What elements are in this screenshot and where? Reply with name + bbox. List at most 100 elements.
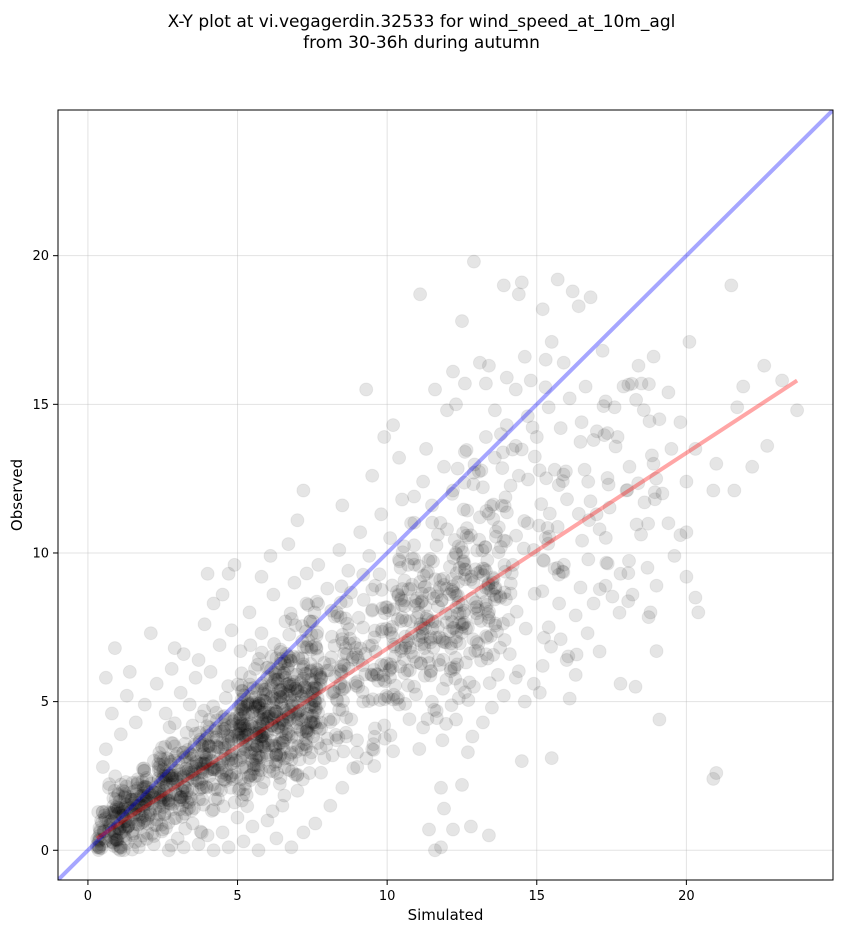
scatter-point xyxy=(210,763,225,778)
scatter-point xyxy=(311,597,326,611)
scatter-point xyxy=(113,840,128,855)
scatter-point xyxy=(642,414,657,429)
scatter-point xyxy=(487,587,501,602)
scatter-point xyxy=(466,465,481,480)
scatter-point xyxy=(569,647,584,662)
scatter-point xyxy=(233,718,248,733)
scatter-point xyxy=(190,773,205,787)
scatter-point xyxy=(335,682,350,697)
scatter-point xyxy=(502,647,517,662)
scatter-point xyxy=(164,757,178,772)
scatter-point xyxy=(205,754,220,769)
scatter-point xyxy=(251,758,266,773)
scatter-point xyxy=(214,724,229,739)
scatter-point xyxy=(143,626,158,641)
scatter-point xyxy=(280,677,294,692)
scatter-point xyxy=(92,825,107,840)
scatter-point xyxy=(460,521,474,536)
scatter-point xyxy=(251,698,265,713)
scatter-point xyxy=(137,813,152,828)
scatter-point xyxy=(167,777,181,792)
scatter-point xyxy=(555,564,570,579)
y-tick-label: 5 xyxy=(41,695,49,710)
scatter-point xyxy=(461,530,476,545)
scatter-point xyxy=(131,816,146,831)
scatter-point xyxy=(279,727,294,742)
scatter-point xyxy=(471,636,486,651)
scatter-point xyxy=(335,498,350,513)
scatter-point xyxy=(306,685,321,700)
scatter-point xyxy=(324,650,339,665)
scatter-point xyxy=(232,719,247,734)
scatter-point xyxy=(253,711,268,726)
scatter-point xyxy=(304,672,319,687)
scatter-point xyxy=(396,652,411,667)
scatter-point xyxy=(595,343,610,358)
scatter-point xyxy=(661,385,676,400)
scatter-point xyxy=(152,784,167,799)
scatter-point xyxy=(276,716,291,731)
scatter-point xyxy=(517,694,532,709)
scatter-point xyxy=(374,582,389,597)
scatter-point xyxy=(98,670,113,685)
scatter-point xyxy=(156,762,171,777)
scatter-point xyxy=(209,738,224,753)
scatter-point xyxy=(307,679,322,694)
scatter-point xyxy=(440,403,454,418)
scatter-point xyxy=(730,400,745,415)
scatter-point xyxy=(161,793,176,808)
scatter-point xyxy=(411,633,426,648)
scatter-point xyxy=(239,760,254,775)
scatter-point xyxy=(269,705,284,719)
scatter-point xyxy=(578,379,593,394)
scatter-point xyxy=(457,376,472,391)
scatter-point xyxy=(212,757,227,772)
scatter-point xyxy=(516,541,531,556)
scatter-point xyxy=(258,687,273,702)
scatter-point xyxy=(234,683,249,698)
scatter-point xyxy=(457,556,472,571)
scatter-point xyxy=(285,764,299,779)
scatter-point xyxy=(269,748,284,763)
scatter-point xyxy=(299,566,314,581)
scatter-point xyxy=(397,573,412,588)
scatter-point xyxy=(456,502,471,517)
scatter-point xyxy=(451,691,466,706)
scatter-point xyxy=(147,790,162,805)
scatter-point xyxy=(621,594,636,609)
scatter-point xyxy=(571,299,586,314)
scatter-point xyxy=(311,705,325,720)
scatter-point xyxy=(104,822,119,837)
scatter-point xyxy=(409,687,423,702)
scatter-point xyxy=(437,577,451,592)
scatter-point xyxy=(224,757,239,772)
scatter-point xyxy=(263,670,278,685)
scatter-point xyxy=(320,731,335,746)
scatter-point xyxy=(381,690,396,705)
scatter-point xyxy=(383,728,398,743)
scatter-point xyxy=(379,688,394,703)
scatter-point xyxy=(102,821,117,836)
scatter-point xyxy=(94,837,109,852)
grid-lines xyxy=(58,110,833,880)
scatter-point xyxy=(478,540,493,555)
scatter-point xyxy=(115,808,130,823)
scatter-point xyxy=(339,710,354,725)
scatter-point xyxy=(313,677,328,692)
scatter-point xyxy=(330,608,345,623)
scatter-point xyxy=(536,553,551,567)
scatter-point xyxy=(306,729,321,744)
scatter-point xyxy=(499,418,514,433)
scatter-point xyxy=(511,664,526,679)
scatter-point xyxy=(199,750,214,765)
scatter-point xyxy=(270,672,285,687)
scatter-point xyxy=(209,705,224,720)
scatter-point xyxy=(131,798,146,813)
scatter-point xyxy=(373,693,387,707)
scatter-point xyxy=(307,693,322,708)
scatter-point xyxy=(336,657,351,672)
scatter-point xyxy=(162,766,176,781)
scatter-point xyxy=(194,747,209,762)
scatter-point xyxy=(589,507,604,522)
scatter-point xyxy=(465,591,480,606)
